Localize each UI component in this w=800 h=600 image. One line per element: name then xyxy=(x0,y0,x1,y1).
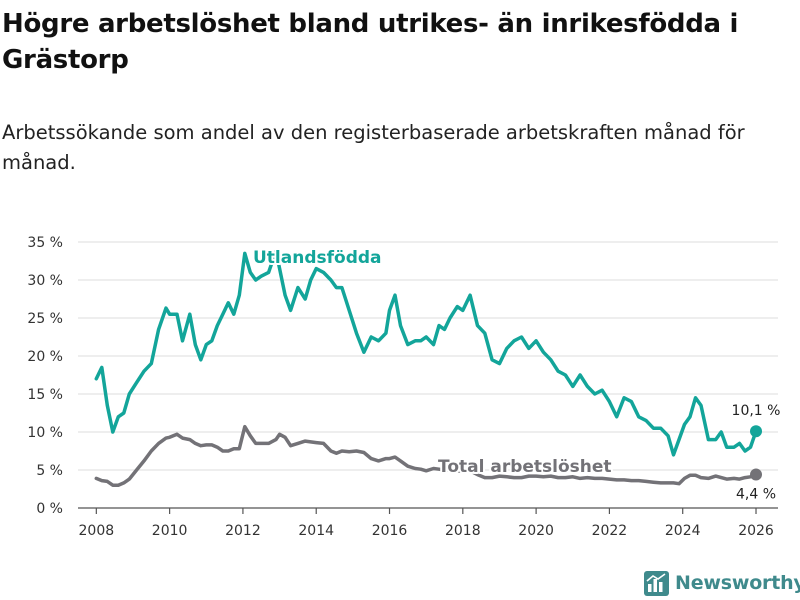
y-tick-label: 5 % xyxy=(36,463,63,479)
series-label-utlandsfodda: Utlandsfödda xyxy=(253,248,382,268)
series-lines xyxy=(94,249,763,487)
x-tick-label: 2010 xyxy=(152,523,188,539)
endpoint-marker-utlandsfodda xyxy=(750,425,763,438)
x-tick-label: 2014 xyxy=(298,523,334,539)
chart-subtitle: Arbetssökande som andel av den registerb… xyxy=(2,121,745,174)
series-label-total: Total arbetslöshet xyxy=(438,457,612,477)
series-line-total xyxy=(94,424,758,487)
x-tick-label: 2026 xyxy=(738,523,774,539)
y-tick-label: 25 % xyxy=(27,311,63,327)
x-tick-label: 2024 xyxy=(665,523,701,539)
y-tick-label: 30 % xyxy=(27,273,63,289)
x-axis: 2008 2010 2012 2014 2016 2018 2020 2022 2024 2026 xyxy=(78,507,778,539)
endpoint-marker-total xyxy=(750,468,763,481)
x-tick-label: 2020 xyxy=(518,523,554,539)
y-tick-label: 20 % xyxy=(27,349,63,365)
x-tick-label: 2008 xyxy=(79,523,115,539)
end-value-label-total: 4,4 % xyxy=(736,487,776,503)
chart-title: Högre arbetslöshet bland utrikes- än inr… xyxy=(2,9,739,75)
y-tick-label: 15 % xyxy=(27,387,63,403)
brand-name: Newsworthy xyxy=(675,572,800,594)
bar-chart-logo-icon xyxy=(644,570,669,596)
y-tick-label: 10 % xyxy=(27,425,63,441)
gridlines xyxy=(78,241,778,471)
x-tick-label: 2012 xyxy=(225,523,261,539)
series-labels: Utlandsfödda Total arbetslöshet 10,1 % 4,4 … xyxy=(251,246,782,505)
end-value-label-utlandsfodda: 10,1 % xyxy=(732,403,781,419)
series-line-utlandsfodda xyxy=(94,249,758,457)
x-tick-label: 2016 xyxy=(372,523,408,539)
y-tick-label: 0 % xyxy=(36,501,63,517)
y-axis-tick-labels: 0 % 5 % 10 % 15 % 20 % 25 % 30 % 35 % xyxy=(27,235,63,517)
x-tick-label: 2022 xyxy=(592,523,628,539)
y-tick-label: 35 % xyxy=(27,235,63,251)
x-tick-label: 2018 xyxy=(445,523,481,539)
newsworthy-logo: Newsworthy xyxy=(644,568,800,598)
